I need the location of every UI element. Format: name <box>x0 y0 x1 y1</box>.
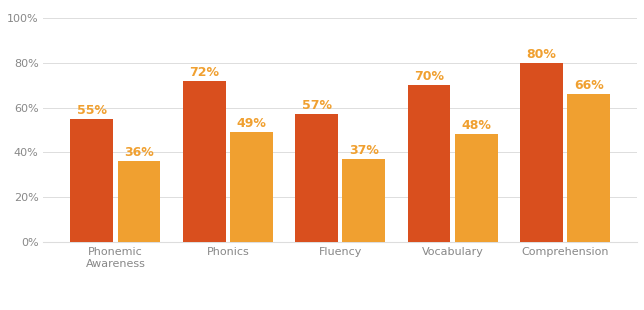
Bar <box>183 81 225 242</box>
Bar <box>70 119 113 242</box>
Text: 72%: 72% <box>189 65 219 78</box>
Text: 36%: 36% <box>124 146 154 159</box>
Text: 80%: 80% <box>527 48 556 61</box>
Text: 66%: 66% <box>574 79 603 92</box>
Text: 48%: 48% <box>461 119 491 132</box>
Text: 55%: 55% <box>77 104 107 117</box>
Bar <box>343 159 385 242</box>
Bar <box>230 132 273 242</box>
Text: 70%: 70% <box>414 70 444 83</box>
Bar <box>408 85 450 242</box>
Bar <box>118 161 160 242</box>
Bar <box>295 114 338 242</box>
Text: 37%: 37% <box>349 144 379 157</box>
Text: 57%: 57% <box>301 99 332 112</box>
Bar <box>455 135 498 242</box>
Bar <box>520 63 563 242</box>
Bar <box>567 94 610 242</box>
Text: 49%: 49% <box>236 117 267 130</box>
